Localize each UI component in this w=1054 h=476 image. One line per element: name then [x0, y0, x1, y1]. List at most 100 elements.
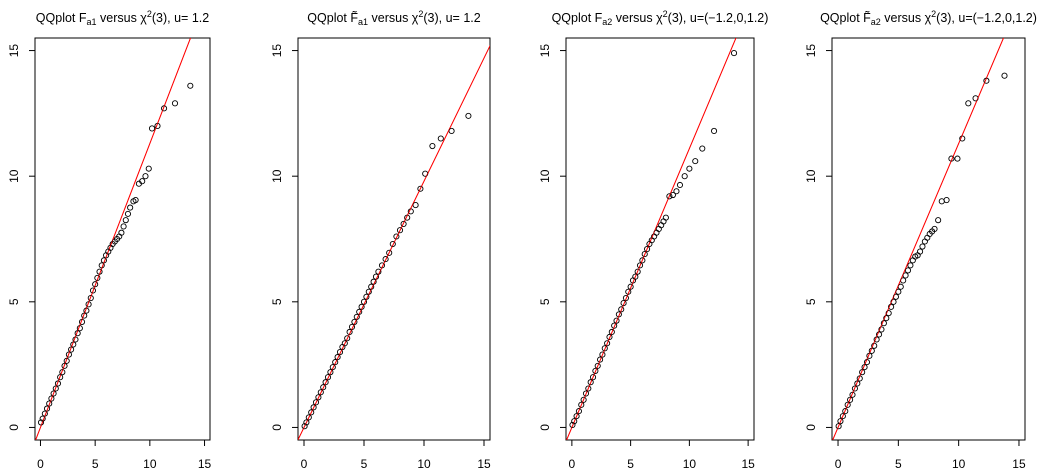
data-point — [599, 351, 606, 358]
data-point — [608, 328, 615, 336]
data-point — [730, 50, 738, 57]
data-point — [919, 243, 926, 250]
data-point — [118, 229, 125, 236]
data-point — [662, 214, 669, 221]
reference-line-overlay — [566, 38, 737, 440]
data-point — [127, 204, 134, 211]
data-point — [618, 306, 625, 313]
data-point — [686, 165, 693, 172]
data-point — [334, 354, 341, 361]
x-tick-label: 0 — [835, 457, 842, 471]
reference-line-overlay — [832, 38, 1004, 440]
data-point — [592, 367, 599, 374]
data-point — [578, 401, 585, 408]
data-point — [965, 100, 972, 107]
x-tick-label: 15 — [198, 457, 212, 471]
plot-title: QQplot Fa1 versus χ2(3), u= 1.2 — [36, 9, 209, 27]
x-tick-label: 10 — [143, 457, 157, 471]
y-tick-label: 0 — [270, 424, 284, 431]
data-point — [52, 385, 59, 392]
data-point — [909, 257, 916, 264]
data-point — [847, 396, 854, 403]
reference-line-overlay — [35, 38, 191, 440]
reference-line-overlay — [298, 45, 490, 440]
data-point — [711, 127, 718, 135]
data-point — [669, 191, 676, 199]
x-tick-label: 15 — [741, 457, 755, 471]
data-point — [938, 198, 945, 205]
data-point — [658, 222, 665, 229]
data-point — [344, 335, 351, 342]
data-point — [904, 267, 912, 274]
y-tick-label: 5 — [804, 298, 818, 305]
data-point — [332, 359, 339, 366]
x-tick-label: 5 — [361, 457, 368, 471]
data-point — [644, 245, 651, 253]
data-point — [601, 345, 608, 352]
y-tick-label: 5 — [270, 298, 284, 305]
data-point — [400, 220, 407, 227]
plot-title: QQplot Fa2 versus χ2(3), u=(−1.2,0,1.2) — [552, 9, 769, 27]
data-point — [50, 390, 57, 397]
data-point — [613, 317, 620, 324]
x-tick-label: 5 — [627, 457, 634, 471]
data-point — [604, 340, 611, 347]
data-point — [61, 362, 68, 369]
qq-panel-2: QQplot F̃a1 versus χ2(3), u= 1.2 0 5 10 15 0 5… — [270, 9, 491, 471]
data-point — [594, 362, 601, 369]
data-point — [341, 340, 348, 347]
data-point — [597, 356, 604, 363]
data-point — [46, 400, 53, 407]
qq-panel-4: QQplot F̃a2 versus χ2(3), u=(−1.2,0,1.2)… — [804, 9, 1037, 471]
x-tick-label: 0 — [301, 457, 308, 471]
y-tick-label: 5 — [538, 298, 552, 305]
data-point — [627, 283, 634, 290]
data-point — [1001, 72, 1008, 79]
data-point — [666, 193, 673, 200]
x-tick-label: 5 — [92, 457, 99, 471]
y-tick-label: 0 — [804, 424, 818, 431]
plot-title: QQplot F̃a2 versus χ2(3), u=(−1.2,0,1.2) — [820, 9, 1037, 27]
qq-panel-3: QQplot Fa2 versus χ2(3), u=(−1.2,0,1.2) 0… — [538, 9, 769, 471]
y-tick-label: 0 — [7, 424, 21, 431]
data-point — [317, 389, 324, 396]
data-point — [854, 380, 861, 387]
data-point — [310, 404, 317, 411]
data-point — [382, 256, 389, 263]
data-point — [842, 408, 849, 415]
data-point — [120, 223, 127, 230]
qq-panel-1: QQplot Fa1 versus χ2(3), u= 1.2 0 5 10 15 0 5 1… — [7, 9, 212, 471]
data-point — [417, 185, 424, 192]
data-point — [954, 155, 961, 162]
data-point — [634, 268, 641, 275]
data-point — [315, 394, 322, 401]
x-tick-label: 10 — [417, 457, 431, 471]
y-tick-label: 5 — [7, 298, 21, 305]
data-point — [448, 127, 455, 135]
data-point — [308, 409, 315, 416]
data-point — [329, 364, 336, 371]
y-tick-label: 15 — [538, 44, 552, 58]
y-tick-label: 0 — [538, 424, 552, 431]
data-point — [57, 374, 64, 381]
reference-line — [35, 38, 192, 440]
data-point — [89, 287, 97, 294]
data-point — [187, 82, 194, 89]
data-point — [655, 225, 662, 232]
data-point — [92, 281, 99, 288]
data-point — [844, 401, 851, 408]
data-point — [327, 369, 334, 376]
data-point — [699, 145, 706, 152]
x-tick-label: 0 — [569, 457, 576, 471]
data-point — [573, 413, 580, 420]
data-point — [148, 125, 156, 132]
data-point — [943, 197, 950, 204]
plot-frame — [297, 37, 491, 441]
data-point — [48, 395, 55, 402]
data-point — [921, 238, 928, 245]
data-point — [931, 225, 938, 232]
data-point — [386, 249, 393, 256]
data-point — [888, 303, 895, 310]
x-tick-label: 10 — [952, 457, 966, 471]
